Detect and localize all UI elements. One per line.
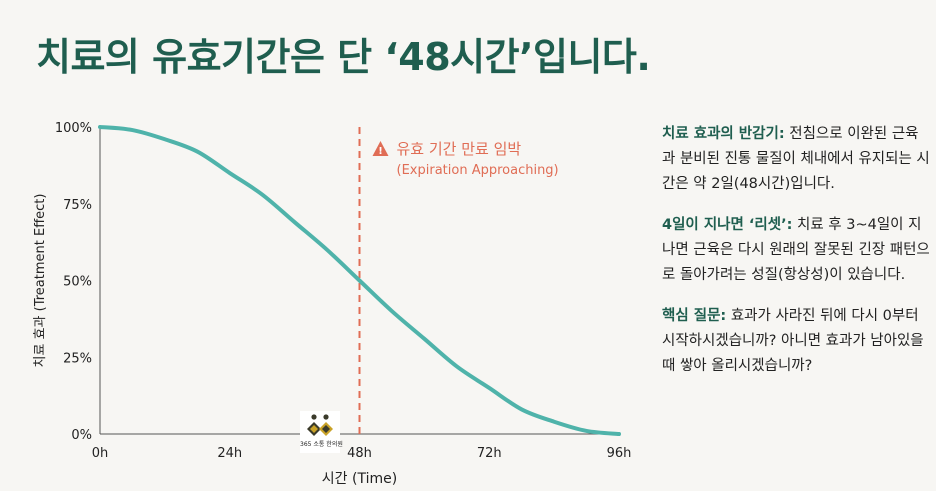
key-question-paragraph: 핵심 질문: 효과가 사라진 뒤에 다시 0부터 시작하시겠습니까? 아니면 효… (662, 304, 930, 379)
x-axis-label: 시간 (Time) (322, 471, 397, 487)
x-tick-label: 72h (477, 446, 502, 461)
x-tick-label: 96h (607, 446, 632, 461)
x-tick-label: 48h (347, 446, 372, 461)
y-axis-label: 치료 효과 (Treatment Effect) (33, 194, 48, 368)
half-life-text: 전침으로 이완된 근육과 분비된 진통 물질이 체내에서 유지되는 시간은 약 … (662, 126, 930, 192)
reset-text: 치료 후 3~4일이 지나면 근육은 다시 원래의 잘못된 긴장 패턴으로 돌아… (662, 217, 930, 283)
clinic-logo: 365 소통 한의원 (300, 411, 343, 453)
svg-text:!: ! (378, 146, 383, 157)
key-question-text: 효과가 사라진 뒤에 다시 0부터 시작하시겠습니까? 아니면 효과가 남아있을… (662, 308, 924, 374)
page-title: 치료의 유효기간은 단 ‘48시간’입니다. (36, 35, 651, 79)
half-life-paragraph: 치료 효과의 반감기: 전침으로 이완된 근육과 분비된 진통 물질이 체내에서… (662, 122, 930, 197)
reset-heading: 4일이 지나면 ‘리셋’: (662, 217, 793, 233)
side-explanation: 치료 효과의 반감기: 전침으로 이완된 근육과 분비된 진통 물질이 체내에서… (662, 122, 930, 395)
treatment-effect-curve (98, 125, 621, 436)
y-tick-label: 50% (63, 275, 92, 290)
y-tick-label: 100% (55, 121, 92, 136)
y-tick-label: 0% (71, 428, 92, 443)
warning-triangle-icon: ! (372, 141, 389, 157)
key-question-heading: 핵심 질문: (662, 308, 727, 324)
x-tick-label: 0h (92, 446, 109, 461)
x-tick-label: 24h (217, 446, 242, 461)
y-tick-label: 25% (63, 351, 92, 366)
reset-paragraph: 4일이 지나면 ‘리셋’: 치료 후 3~4일이 지나면 근육은 다시 원래의 … (662, 213, 930, 288)
half-life-heading: 치료 효과의 반감기: (662, 126, 785, 142)
marker-label: 유효 기간 만료 임박 (397, 140, 522, 158)
marker-sublabel: (Expiration Approaching) (397, 163, 559, 178)
clinic-logo-icon (307, 414, 333, 436)
y-tick-label: 75% (63, 198, 92, 213)
clinic-logo-text: 365 소통 한의원 (300, 441, 343, 448)
